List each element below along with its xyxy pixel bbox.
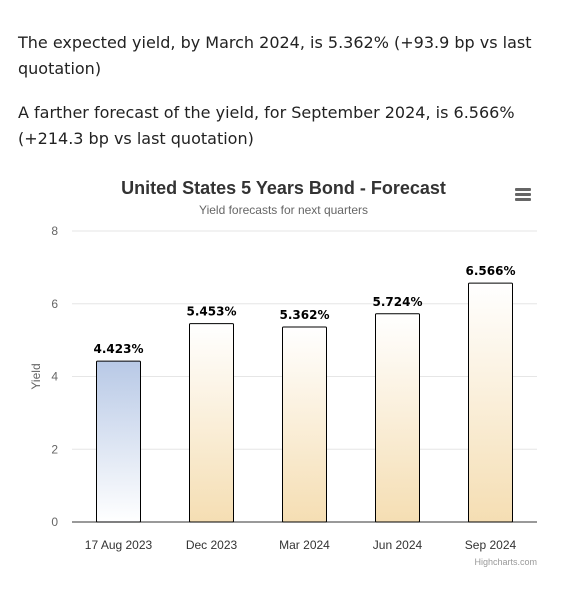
bar-value-label: 6.566% (466, 264, 516, 278)
bar-forecast-yield (189, 323, 234, 523)
chart-title: United States 5 Years Bond - Forecast (121, 178, 446, 198)
bar-forecast-yield (282, 326, 327, 523)
chart-credits[interactable]: Highcharts.com (474, 557, 537, 567)
y-axis-label: Yield (29, 363, 43, 389)
bar-forecast-yield (375, 313, 420, 523)
x-tick-label: Mar 2024 (279, 538, 330, 552)
x-tick-label: Dec 2023 (186, 538, 238, 552)
menu-line (515, 193, 531, 196)
forecast-summary-march: The expected yield, by March 2024, is 5.… (18, 33, 532, 78)
x-tick-label: 17 Aug 2023 (85, 538, 153, 552)
y-tick-label: 6 (51, 297, 58, 311)
forecast-summary-september: A farther forecast of the yield, for Sep… (18, 103, 515, 148)
bond-forecast-chart: 0 2 4 6 8 Yield 4.423% 17 Aug 2023 5.453% Dec 202… (0, 168, 567, 588)
y-tick-label: 2 (51, 442, 58, 456)
bar-value-label: 5.724% (373, 295, 423, 309)
menu-line (515, 198, 531, 201)
y-tick-label: 4 (51, 370, 58, 384)
y-tick-label: 8 (51, 224, 58, 238)
y-tick-label: 0 (51, 515, 58, 529)
bar-current-yield (96, 360, 141, 523)
menu-line (515, 188, 531, 191)
bar-value-label: 5.453% (187, 305, 237, 319)
hamburger-menu-icon[interactable] (512, 186, 534, 204)
chart-subtitle: Yield forecasts for next quarters (199, 203, 368, 217)
chart-canvas: 0 2 4 6 8 Yield 4.423% 17 Aug 2023 5.453% Dec 202… (29, 224, 537, 552)
bar-value-label: 4.423% (94, 342, 144, 356)
bar-value-label: 5.362% (280, 308, 330, 322)
x-tick-label: Sep 2024 (465, 538, 517, 552)
x-tick-label: Jun 2024 (373, 538, 423, 552)
bar-forecast-yield (468, 282, 513, 523)
